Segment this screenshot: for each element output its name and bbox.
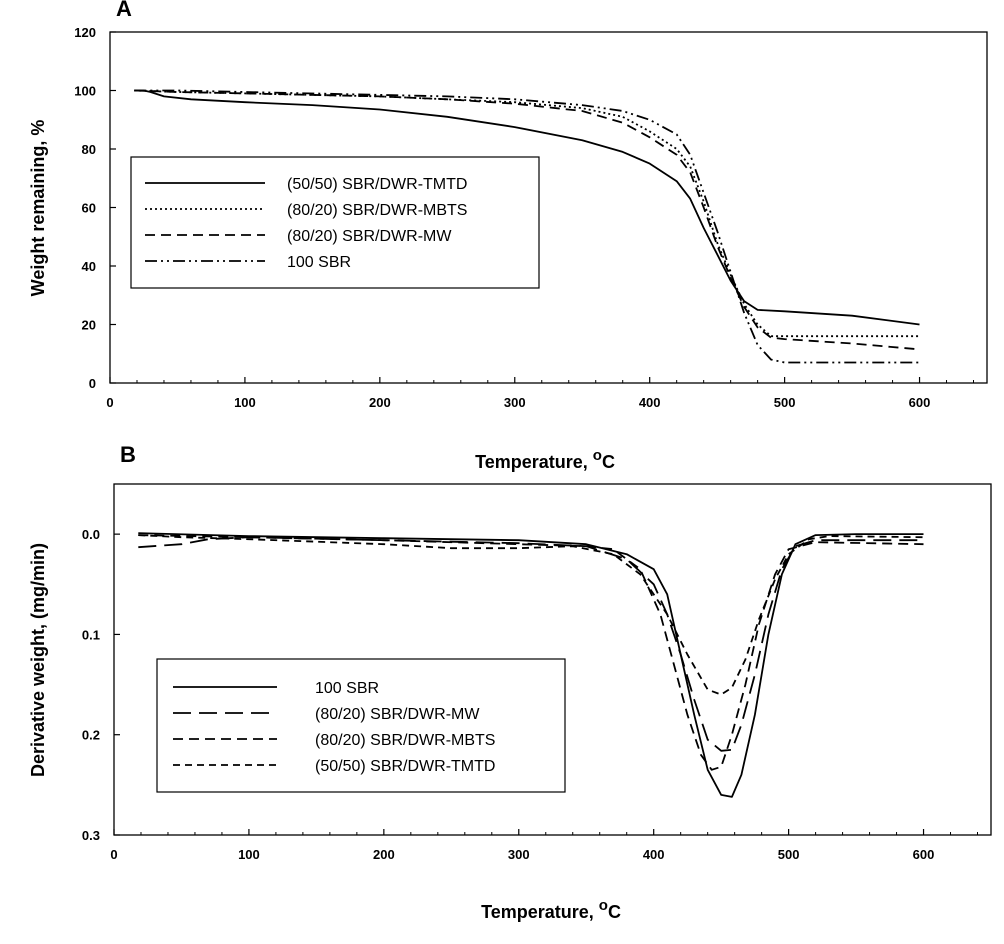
panel-a-y-tick-label: 40 bbox=[82, 259, 96, 274]
panel-b-x-axis-title-sup: o bbox=[599, 897, 608, 914]
panel-a-y-tick-label: 80 bbox=[82, 142, 96, 157]
panel-b-x-axis-title-text: Temperature, bbox=[481, 902, 599, 922]
panel-a-legend: (50/50) SBR/DWR-TMTD (80/20) SBR/DWR-MBTS… bbox=[145, 176, 467, 271]
panel-b-series-line-3 bbox=[138, 534, 924, 696]
panel-b: B 0 100 200 300 400 500 600 0.0 0.1 0.2 0.3 100 SB… bbox=[28, 442, 992, 922]
panel-a-x-axis-title-sup: o bbox=[593, 447, 602, 464]
panel-a-x-tick-label: 0 bbox=[106, 395, 113, 410]
panel-b-legend-label: 100 SBR bbox=[315, 680, 379, 697]
panel-a-legend-label: (50/50) SBR/DWR-TMTD bbox=[287, 176, 467, 193]
panel-a-x-tick-label: 300 bbox=[504, 395, 526, 410]
panel-b-y-tick-label: 0.3 bbox=[82, 828, 100, 843]
panel-a-series-line-2 bbox=[134, 89, 920, 351]
panel-b-x-tick-label: 400 bbox=[643, 847, 665, 862]
panel-b-x-tick-label: 0 bbox=[110, 847, 117, 862]
panel-b-x-tick-label: 100 bbox=[238, 847, 260, 862]
panel-a-series-line-0 bbox=[134, 89, 920, 326]
panel-a-legend-label: (80/20) SBR/DWR-MW bbox=[287, 228, 452, 245]
panel-b-x-axis-title-unit: C bbox=[608, 902, 621, 922]
panel-a-letter: A bbox=[116, 0, 132, 21]
panel-a-y-tick-label: 120 bbox=[74, 25, 96, 40]
panel-b-x-tick-label: 300 bbox=[508, 847, 530, 862]
panel-a-legend-box bbox=[130, 156, 540, 289]
panel-b-series-line-1 bbox=[138, 536, 924, 752]
panel-b-legend-label: (80/20) SBR/DWR-MW bbox=[315, 706, 480, 723]
panel-b-x-tick-label: 500 bbox=[778, 847, 800, 862]
panel-b-legend-label: (80/20) SBR/DWR-MBTS bbox=[315, 732, 495, 749]
panel-a-y-tick-label: 20 bbox=[82, 318, 96, 333]
panel-a-y-axis-title: Weight remaining, % bbox=[28, 120, 48, 297]
panel-a-x-tick-label: 400 bbox=[639, 395, 661, 410]
panel-a-ticks: 0 100 200 300 400 500 600 0 20 40 60 80 100 120 bbox=[74, 25, 975, 410]
panel-b-x-tick-label: 200 bbox=[373, 847, 395, 862]
panel-b-legend-label: (50/50) SBR/DWR-TMTD bbox=[315, 758, 495, 775]
panel-a-x-tick-label: 100 bbox=[234, 395, 256, 410]
panel-a-series-line-3 bbox=[134, 89, 920, 364]
panel-b-legend-box bbox=[156, 658, 566, 793]
panel-b-series-line-2 bbox=[138, 534, 924, 771]
panel-b-ticks: 0 100 200 300 400 500 600 0.0 0.1 0.2 0.3 bbox=[82, 527, 979, 862]
panel-b-y-tick-label: 0.0 bbox=[82, 527, 100, 542]
panel-b-series bbox=[138, 532, 924, 798]
panel-b-y-axis-title: Derivative weight, (mg/min) bbox=[28, 543, 48, 777]
panel-a-x-tick-label: 500 bbox=[774, 395, 796, 410]
panel-b-x-tick-label: 600 bbox=[913, 847, 935, 862]
panel-b-plot-frame bbox=[113, 483, 992, 836]
panel-a-legend-label: 100 SBR bbox=[287, 254, 351, 271]
panel-a-x-tick-label: 200 bbox=[369, 395, 391, 410]
panel-b-letter: B bbox=[120, 442, 136, 467]
panel-b-legend: 100 SBR (80/20) SBR/DWR-MW (80/20) SBR/DWR… bbox=[173, 680, 495, 775]
panel-a-x-axis-title-text: Temperature, bbox=[475, 452, 593, 472]
panel-a-legend-label: (80/20) SBR/DWR-MBTS bbox=[287, 202, 467, 219]
panel-a-y-tick-label: 60 bbox=[82, 201, 96, 216]
panel-b-y-tick-label: 0.1 bbox=[82, 627, 100, 642]
panel-a-x-tick-label: 600 bbox=[909, 395, 931, 410]
panel-a-x-axis-title-unit: C bbox=[602, 452, 615, 472]
panel-b-x-axis-title: Temperature, oC bbox=[481, 897, 621, 922]
panel-a-y-tick-label: 0 bbox=[89, 376, 96, 391]
panel-a-y-tick-label: 100 bbox=[74, 84, 96, 99]
panel-a-series bbox=[134, 89, 920, 364]
panel-b-y-tick-label: 0.2 bbox=[82, 728, 100, 743]
panel-a: A 0 100 200 300 400 500 600 0 20 40 60 80 100 120 (50… bbox=[28, 0, 988, 472]
panel-a-x-axis-title: Temperature, oC bbox=[475, 447, 615, 472]
